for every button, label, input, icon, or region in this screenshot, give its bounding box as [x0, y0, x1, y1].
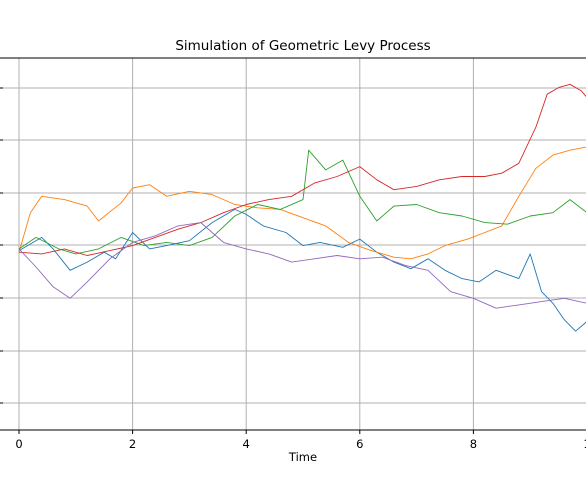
- series-line-3: [18, 149, 586, 255]
- series-line-4: [18, 83, 586, 256]
- series-line-1: [18, 208, 586, 332]
- grid: [0, 58, 586, 430]
- x-ticks: 0 2 4 6 8 1: [0, 87, 586, 451]
- axes-frame: [0, 57, 586, 431]
- series-line-5: [18, 222, 586, 309]
- x-tick-label: 8: [470, 437, 477, 451]
- series-layer: [18, 83, 586, 332]
- x-tick-label: 1: [583, 437, 586, 451]
- x-tick-label: 2: [129, 437, 136, 451]
- x-axis-label: Time: [288, 450, 318, 464]
- x-tick-label: 6: [356, 437, 363, 451]
- x-tick-label: 0: [15, 437, 22, 451]
- chart-title: Simulation of Geometric Levy Process: [175, 38, 431, 54]
- x-tick-label: 4: [243, 437, 250, 451]
- series-line-2: [18, 146, 586, 260]
